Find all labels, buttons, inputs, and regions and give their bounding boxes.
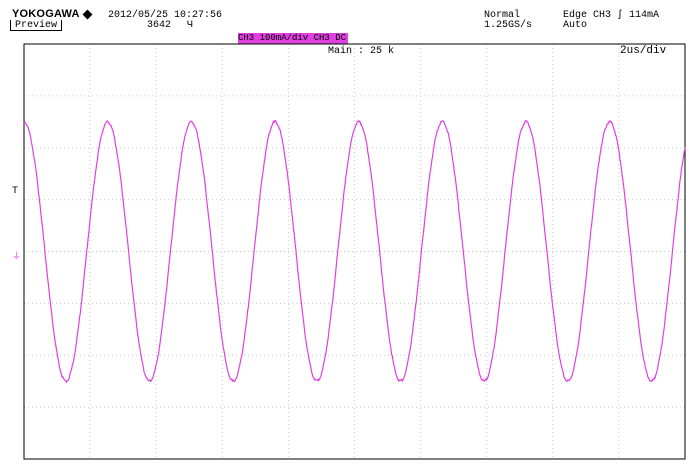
acquisition-status-icon: Ч (187, 20, 194, 31)
preview-button[interactable]: Preview (10, 20, 62, 31)
acquisition-count: 3642 (147, 20, 172, 31)
graticule-frame (23, 43, 686, 460)
graticule-grid (24, 44, 685, 459)
trigger-info: Edge CH3 ʃ 114mA (563, 10, 660, 21)
acquisition-mode: Normal (484, 10, 521, 21)
sample-rate: 1.25GS/s (484, 20, 533, 31)
channel-label: CH3 100mA/div CH3 DC (238, 33, 348, 44)
brand-logo: YOKOGAWA (12, 8, 80, 20)
ch3-waveform-trace (23, 119, 686, 384)
date-time: 2012/05/25 10:27:56 (108, 10, 223, 21)
timebase-label: 2us/div (620, 45, 667, 57)
ground-level-marker: ⏚ (12, 252, 22, 262)
trigger-mode: Auto (563, 20, 588, 31)
main-record-label: Main : 25 k (328, 46, 395, 57)
trigger-level-marker: T (12, 186, 19, 197)
